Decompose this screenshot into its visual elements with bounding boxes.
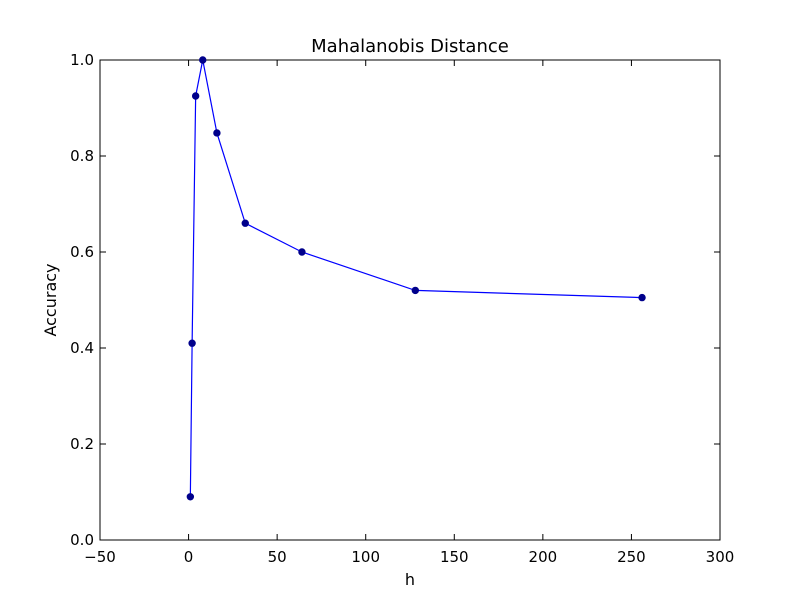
y-axis-tick-label: 0.0: [70, 531, 94, 549]
data-point-marker: [199, 56, 207, 64]
y-axis-label: Accuracy: [41, 263, 60, 336]
chart-title: Mahalanobis Distance: [311, 36, 509, 57]
data-point-marker: [241, 219, 249, 227]
x-axis-tick-labels: −50 0 50 100 150 200 250 300: [84, 548, 734, 566]
data-point-marker: [191, 92, 200, 100]
x-axis-tick-label: 300: [706, 548, 735, 566]
x-axis-tick-label: 100: [351, 548, 380, 566]
x-axis-tick-label: −50: [84, 548, 116, 566]
data-point-marker: [298, 248, 306, 256]
x-axis-tick-label: 50: [268, 548, 287, 566]
y-axis-tick-label: 1.0: [70, 51, 94, 69]
data-point-marker: [638, 293, 646, 302]
x-axis-ticks: [99, 60, 721, 540]
y-axis-tick-label: 0.4: [70, 339, 94, 357]
y-axis-tick-label: 0.2: [70, 435, 94, 453]
x-axis-tick-label: 150: [440, 548, 469, 566]
data-point-marker: [411, 286, 420, 295]
x-axis-tick-label: 0: [184, 548, 194, 566]
y-axis-ticks: [100, 59, 720, 541]
y-axis-tick-labels: 0.0 0.2 0.4 0.6 0.8 1.0: [70, 51, 94, 549]
y-axis-tick-label: 0.8: [70, 147, 94, 165]
data-point-marker: [188, 339, 196, 347]
data-point-marker: [213, 129, 221, 137]
x-axis-tick-label: 250: [617, 548, 646, 566]
x-axis-tick-label: 200: [529, 548, 558, 566]
x-axis-label: h: [405, 570, 415, 589]
plot-area: [99, 59, 721, 541]
data-point-marker: [186, 493, 195, 501]
series-group: [186, 56, 646, 501]
y-axis-tick-label: 0.6: [70, 243, 94, 261]
